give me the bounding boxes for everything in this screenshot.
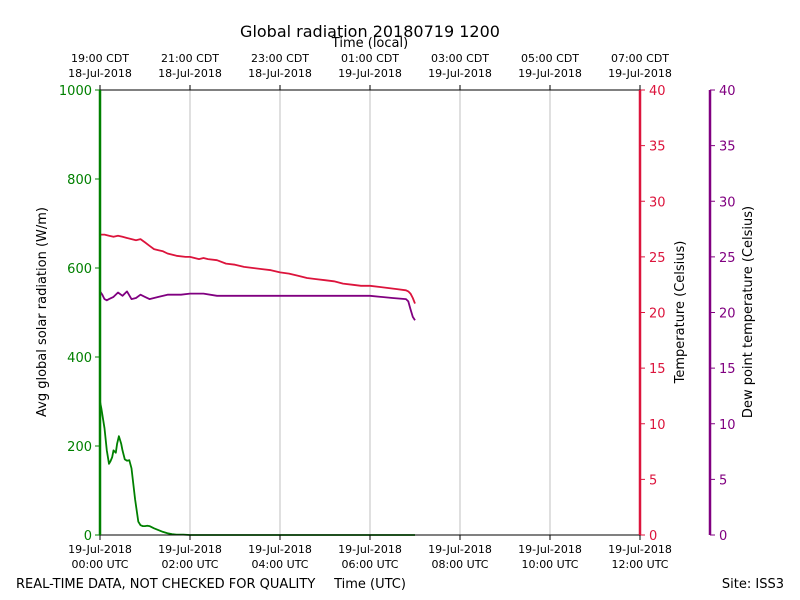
top-tick-date: 18-Jul-2018 — [158, 67, 222, 80]
bottom-tick-date: 19-Jul-2018 — [158, 543, 222, 556]
dewpoint-tick-label: 35 — [719, 140, 736, 155]
bottom-tick-time: 12:00 UTC — [611, 558, 668, 571]
top-tick-date: 19-Jul-2018 — [338, 67, 402, 80]
bottom-tick-time: 02:00 UTC — [161, 558, 218, 571]
top-tick-date: 19-Jul-2018 — [428, 67, 492, 80]
dewpoint-tick-label: 40 — [719, 84, 736, 99]
temperature-tick-label: 30 — [649, 195, 666, 210]
plot-frame — [98, 89, 712, 536]
temperature-tick-label: 20 — [649, 307, 666, 322]
top-tick-date: 18-Jul-2018 — [248, 67, 312, 80]
tick-layer: 0200400600800100005101520253035400510152… — [59, 52, 736, 571]
bottom-tick-time: 08:00 UTC — [431, 558, 488, 571]
temperature-tick-label: 35 — [649, 140, 666, 155]
temperature-tick-label: 10 — [649, 418, 666, 433]
radiation-tick-label: 0 — [84, 529, 92, 544]
dewpoint-tick-label: 30 — [719, 195, 736, 210]
dewpoint-tick-label: 5 — [719, 473, 727, 488]
dewpoint-tick-label: 10 — [719, 418, 736, 433]
temperature-tick-label: 0 — [649, 529, 657, 544]
radiation-tick-label: 1000 — [59, 84, 92, 99]
temperature-tick-label: 40 — [649, 84, 666, 99]
top-tick-time: 07:00 CDT — [611, 52, 669, 65]
temperature-tick-label: 25 — [649, 251, 666, 266]
series-line-radiation — [99, 401, 415, 536]
bottom-tick-date: 19-Jul-2018 — [518, 543, 582, 556]
footer-quality-note: REAL-TIME DATA, NOT CHECKED FOR QUALITY — [16, 577, 315, 592]
temperature-tick-label: 5 — [649, 473, 657, 488]
series-line-temperature — [100, 233, 416, 304]
top-tick-time: 05:00 CDT — [521, 52, 579, 65]
top-tick-date: 19-Jul-2018 — [608, 67, 672, 80]
bottom-tick-date: 19-Jul-2018 — [338, 543, 402, 556]
top-tick-date: 18-Jul-2018 — [68, 67, 132, 80]
top-tick-time: 23:00 CDT — [251, 52, 309, 65]
top-tick-time: 21:00 CDT — [161, 52, 219, 65]
bottom-tick-date: 19-Jul-2018 — [428, 543, 492, 556]
top-tick-date: 19-Jul-2018 — [518, 67, 582, 80]
radiation-tick-label: 200 — [67, 440, 92, 455]
bottom-tick-time: 00:00 UTC — [71, 558, 128, 571]
series-line-dewpoint — [99, 290, 416, 321]
top-tick-time: 03:00 CDT — [431, 52, 489, 65]
top-axis-label: Time (local) — [331, 36, 408, 51]
radiation-tick-label: 600 — [67, 262, 92, 277]
bottom-tick-time: 04:00 UTC — [251, 558, 308, 571]
dewpoint-tick-label: 0 — [719, 529, 727, 544]
grid-lines — [189, 90, 551, 535]
dewpoint-tick-label: 25 — [719, 251, 736, 266]
dewpoint-tick-label: 15 — [719, 362, 736, 377]
bottom-tick-date: 19-Jul-2018 — [608, 543, 672, 556]
dewpoint-axis-label: Dew point temperature (Celsius) — [741, 206, 756, 418]
series-layer — [99, 233, 416, 536]
radiation-tick-label: 800 — [67, 173, 92, 188]
radiation-axis-label: Avg global solar radiation (W/m) — [35, 207, 50, 417]
bottom-axis-label: Time (UTC) — [333, 577, 406, 592]
top-tick-time: 01:00 CDT — [341, 52, 399, 65]
bottom-tick-date: 19-Jul-2018 — [248, 543, 312, 556]
bottom-tick-time: 10:00 UTC — [521, 558, 578, 571]
dewpoint-tick-label: 20 — [719, 307, 736, 322]
radiation-tick-label: 400 — [67, 351, 92, 366]
top-tick-time: 19:00 CDT — [71, 52, 129, 65]
temperature-axis-label: Temperature (Celsius) — [673, 241, 688, 385]
temperature-tick-label: 15 — [649, 362, 666, 377]
chart-title: Global radiation 20180719 1200 — [240, 22, 500, 41]
bottom-tick-date: 19-Jul-2018 — [68, 543, 132, 556]
bottom-tick-time: 06:00 UTC — [341, 558, 398, 571]
footer-site: Site: ISS3 — [722, 577, 784, 592]
